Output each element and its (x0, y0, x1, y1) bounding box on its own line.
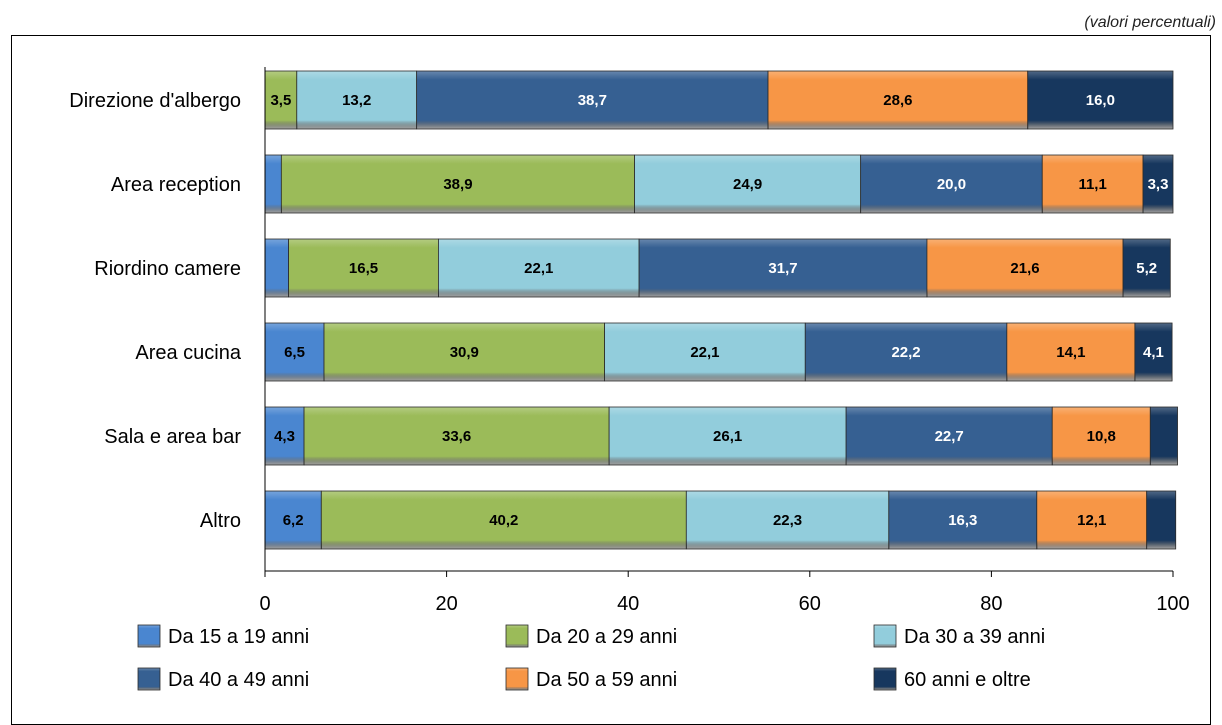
data-label: 3,3 (1148, 176, 1169, 193)
x-tick-label: 0 (259, 593, 270, 615)
data-label: 6,5 (284, 344, 305, 361)
bar-segment (1051, 406, 1151, 466)
bar-segment (604, 322, 806, 382)
legend-swatch (873, 624, 897, 648)
x-tick-label: 100 (1156, 593, 1189, 615)
data-label: 21,6 (1010, 260, 1039, 277)
data-label: 38,9 (443, 176, 472, 193)
bar-segment (1122, 238, 1171, 298)
data-label: 31,7 (768, 260, 797, 277)
category-label: Direzione d'albergo (69, 90, 241, 112)
x-axis: 0 20 40 60 80 100 (259, 67, 1190, 615)
bar-segment (804, 322, 1008, 382)
bar-segment (416, 70, 769, 130)
category-label: Area reception (111, 174, 241, 196)
x-tick-label: 40 (617, 593, 639, 615)
data-label: 33,6 (442, 428, 471, 445)
data-label: 16,0 (1086, 92, 1115, 109)
category-label: Sala e area bar (104, 426, 241, 448)
bar-segment (638, 238, 928, 298)
data-label: 22,2 (891, 344, 920, 361)
legend-swatch (137, 667, 161, 691)
legend-label: Da 40 a 49 anni (168, 669, 309, 691)
data-label: 4,1 (1143, 344, 1164, 361)
x-tick-label: 60 (799, 593, 821, 615)
data-label: 22,1 (690, 344, 719, 361)
bar-segment (1142, 154, 1174, 214)
legend-swatch (873, 667, 897, 691)
legend-label: Da 30 a 39 anni (904, 626, 1045, 648)
category-label: Riordino camere (94, 258, 241, 280)
legend-label: 60 anni e oltre (904, 669, 1031, 691)
bar-segment (608, 406, 847, 466)
units-note: (valori percentuali) (1084, 14, 1216, 31)
bar-segment (634, 154, 862, 214)
legend-swatch (137, 624, 161, 648)
data-label: 4,3 (274, 428, 295, 445)
data-label: 3,5 (270, 92, 291, 109)
x-tick-label: 80 (980, 593, 1002, 615)
legend-swatch (505, 624, 529, 648)
data-label: 6,2 (283, 512, 304, 529)
bar-segment (280, 154, 635, 214)
data-label: 16,3 (948, 512, 977, 529)
data-label: 24,9 (733, 176, 762, 193)
data-label: 5,2 (1136, 260, 1157, 277)
bar-segment (264, 154, 282, 214)
data-label: 10,8 (1087, 428, 1116, 445)
bar-segment (767, 70, 1029, 130)
x-tick-label: 20 (435, 593, 457, 615)
data-label: 38,7 (578, 92, 607, 109)
data-label: 40,2 (489, 512, 518, 529)
category-label: Altro (200, 510, 241, 532)
bar-segment (845, 406, 1053, 466)
bar-segment (1149, 406, 1178, 466)
bar-segment (1146, 490, 1177, 550)
stacked-bar-chart: Direzione d'albergo 3,5 13,2 38,7 28,6 16,0 Ar… (69, 67, 1190, 691)
bar-segment (1036, 490, 1148, 550)
data-label: 22,3 (773, 512, 802, 529)
data-label: 30,9 (450, 344, 479, 361)
legend-swatch (505, 667, 529, 691)
data-label: 11,1 (1078, 176, 1106, 193)
category-label: Area cucina (135, 342, 241, 364)
data-label: 12,1 (1077, 512, 1106, 529)
data-label: 26,1 (713, 428, 742, 445)
bar-segment (926, 238, 1124, 298)
bar-segment (288, 238, 439, 298)
bars-layer: Direzione d'albergo 3,5 13,2 38,7 28,6 16,0 Ar… (69, 70, 1178, 550)
bar-segment (888, 490, 1038, 550)
bar-segment (1134, 322, 1173, 382)
bar-segment (303, 406, 610, 466)
legend-label: Da 50 a 59 anni (536, 669, 677, 691)
data-label: 22,1 (524, 260, 553, 277)
bar-segment (264, 70, 298, 130)
bar-segment (685, 490, 890, 550)
bar-segment (296, 70, 418, 130)
legend: Da 15 a 19 anni Da 20 a 29 anni Da 30 a 39… (137, 624, 1045, 691)
bar-segment (323, 322, 605, 382)
legend-label: Da 15 a 19 anni (168, 626, 309, 648)
data-label: 13,2 (342, 92, 371, 109)
data-label: 20,0 (937, 176, 966, 193)
bar-segment (438, 238, 640, 298)
bar-segment (1041, 154, 1144, 214)
legend-label: Da 20 a 29 anni (536, 626, 677, 648)
bar-segment (860, 154, 1043, 214)
data-label: 22,7 (935, 428, 964, 445)
bar-segment (1006, 322, 1136, 382)
bar-segment (264, 238, 290, 298)
data-label: 16,5 (349, 260, 378, 277)
bar-segment (1027, 70, 1174, 130)
data-label: 28,6 (883, 92, 912, 109)
bar-segment (264, 322, 325, 382)
bar-segment (264, 406, 305, 466)
data-label: 14,1 (1056, 344, 1085, 361)
